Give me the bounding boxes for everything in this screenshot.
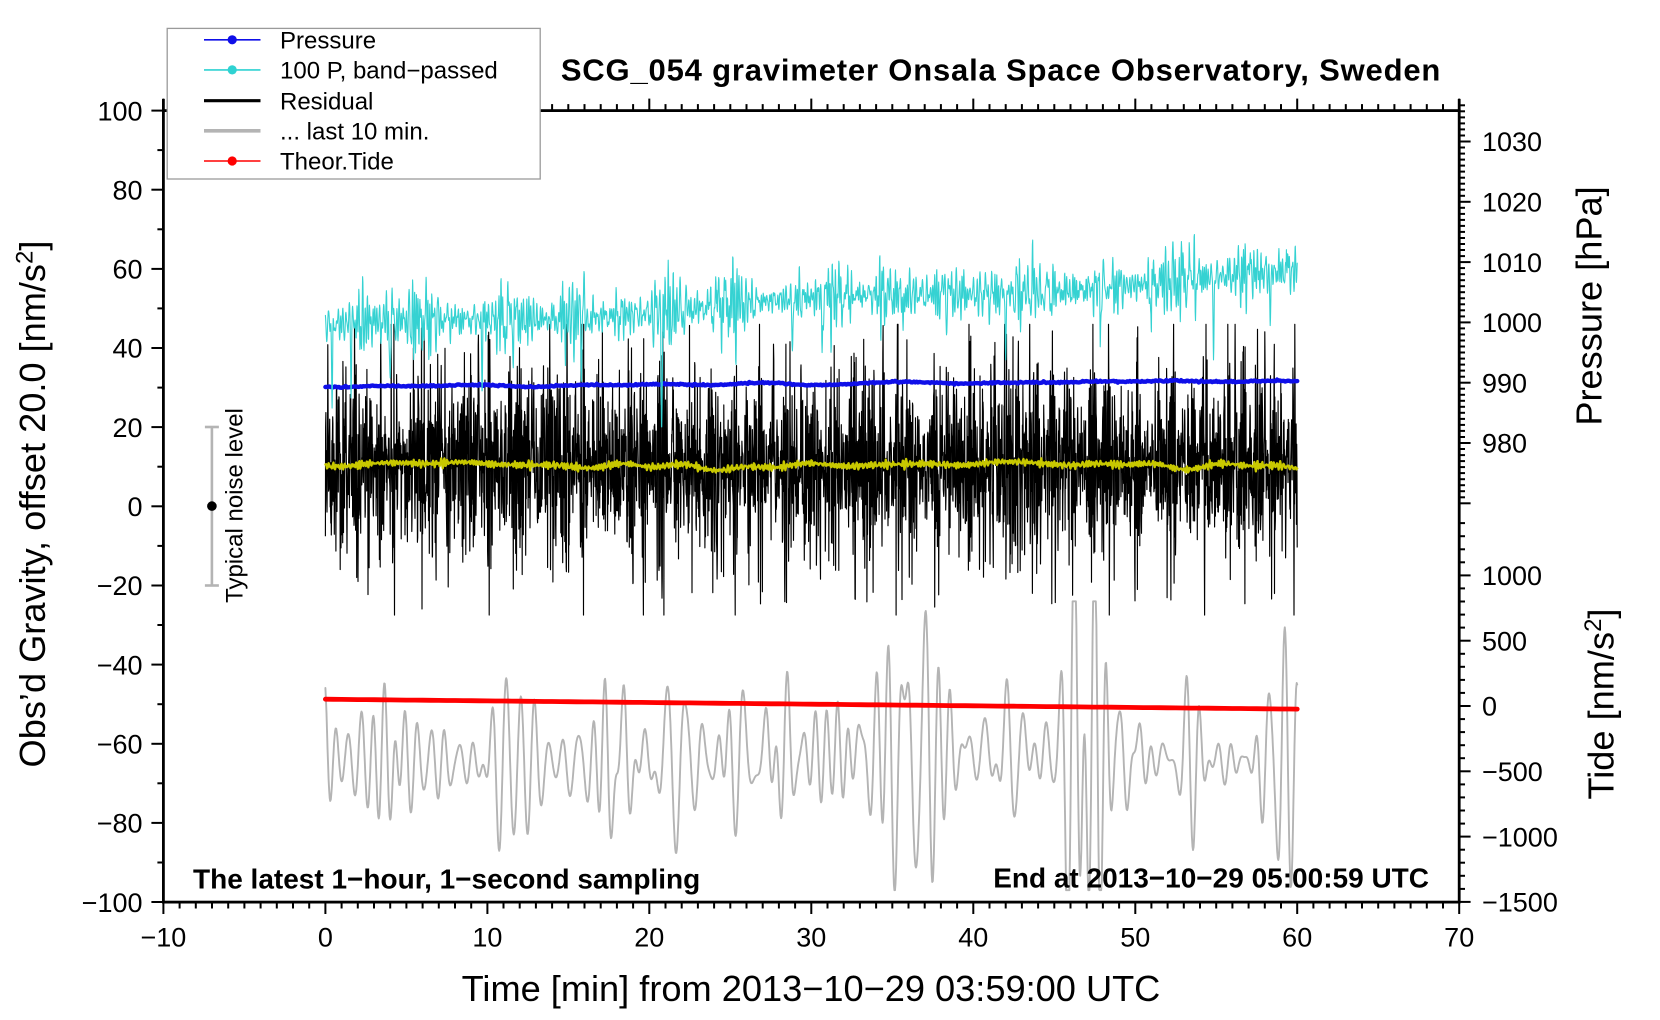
svg-text:100 P, band−passed: 100 P, band−passed xyxy=(280,58,498,85)
svg-text:Theor.Tide: Theor.Tide xyxy=(280,149,394,176)
svg-text:0: 0 xyxy=(127,492,142,522)
svg-text:980: 980 xyxy=(1482,429,1527,459)
svg-text:−40: −40 xyxy=(97,650,143,680)
svg-text:Residual: Residual xyxy=(280,88,373,115)
svg-text:10: 10 xyxy=(472,923,502,953)
svg-text:Pressure [hPa]: Pressure [hPa] xyxy=(1569,186,1610,425)
svg-text:−1500: −1500 xyxy=(1482,888,1558,918)
svg-text:Time [min] from 2013−10−29 03:: Time [min] from 2013−10−29 03:59:00 UTC xyxy=(462,968,1161,1009)
svg-text:Pressure: Pressure xyxy=(280,28,376,55)
svg-text:60: 60 xyxy=(1282,923,1312,953)
svg-text:100: 100 xyxy=(97,96,142,126)
svg-text:−60: −60 xyxy=(97,730,143,760)
svg-text:40: 40 xyxy=(958,923,988,953)
svg-text:−10: −10 xyxy=(140,923,186,953)
svg-text:−500: −500 xyxy=(1482,757,1543,787)
svg-text:20: 20 xyxy=(112,413,142,443)
svg-text:0: 0 xyxy=(1482,692,1497,722)
svg-text:The latest 1−hour, 1−second sa: The latest 1−hour, 1−second sampling xyxy=(193,864,700,895)
svg-text:−20: −20 xyxy=(97,571,143,601)
svg-text:1000: 1000 xyxy=(1482,308,1542,338)
svg-text:... last 10 min.: ... last 10 min. xyxy=(280,119,429,146)
svg-text:1010: 1010 xyxy=(1482,248,1542,278)
svg-text:−100: −100 xyxy=(82,888,143,918)
svg-text:End at 2013−10−29 05:00:59 UTC: End at 2013−10−29 05:00:59 UTC xyxy=(993,863,1429,894)
svg-text:1030: 1030 xyxy=(1482,127,1542,157)
svg-text:70: 70 xyxy=(1444,923,1474,953)
svg-text:80: 80 xyxy=(112,175,142,205)
svg-text:40: 40 xyxy=(112,334,142,364)
svg-text:SCG_054 gravimeter Onsala Spac: SCG_054 gravimeter Onsala Space Observat… xyxy=(561,52,1441,87)
svg-text:500: 500 xyxy=(1482,626,1527,656)
svg-text:30: 30 xyxy=(796,923,826,953)
svg-text:0: 0 xyxy=(318,923,333,953)
svg-text:Obs’d Gravity, offset 20.0 [nm: Obs’d Gravity, offset 20.0 [nm/s2] xyxy=(12,241,54,768)
svg-text:Tide [nm/s2]: Tide [nm/s2] xyxy=(1580,608,1622,799)
svg-text:−80: −80 xyxy=(97,809,143,839)
svg-text:60: 60 xyxy=(112,255,142,285)
svg-text:1020: 1020 xyxy=(1482,188,1542,218)
svg-text:−1000: −1000 xyxy=(1482,822,1558,852)
svg-text:990: 990 xyxy=(1482,368,1527,398)
svg-text:1000: 1000 xyxy=(1482,561,1542,591)
svg-text:20: 20 xyxy=(634,923,664,953)
svg-text:Typical noise level: Typical noise level xyxy=(222,408,249,603)
svg-text:50: 50 xyxy=(1120,923,1150,953)
